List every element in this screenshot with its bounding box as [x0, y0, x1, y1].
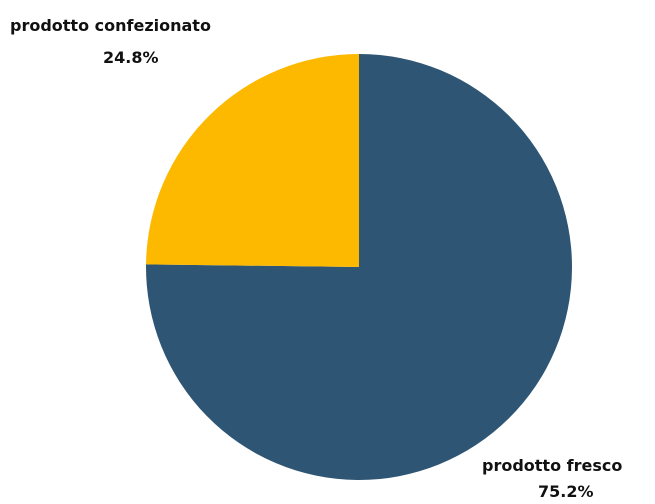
- label-prodotto-fresco-value: 75.2%: [538, 482, 594, 501]
- label-prodotto-confezionato-name: prodotto confezionato: [10, 16, 211, 35]
- pie-slices: [146, 54, 573, 481]
- pie-slice-prodotto-fresco: [146, 54, 573, 481]
- pie-slice-prodotto-confezionato: [146, 54, 359, 267]
- label-prodotto-fresco-name: prodotto fresco: [482, 456, 623, 475]
- label-prodotto-confezionato-value: 24.8%: [103, 48, 159, 67]
